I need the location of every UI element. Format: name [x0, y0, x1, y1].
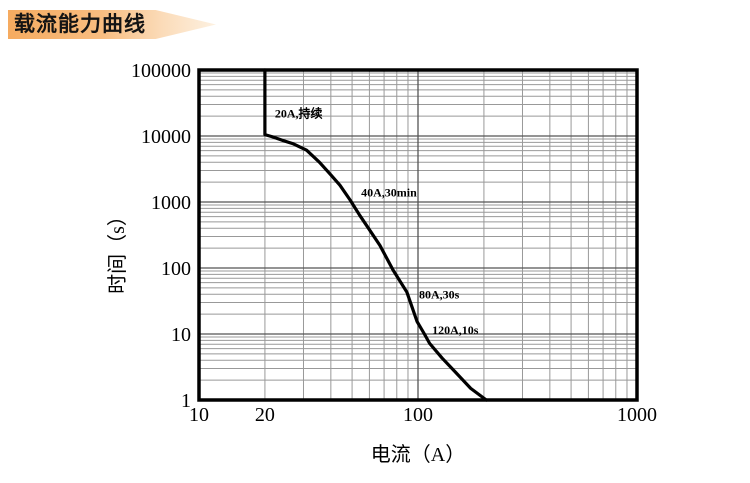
- y-tick-label: 100: [161, 258, 191, 280]
- x-tick-label: 1000: [617, 404, 657, 426]
- curve-annotation: 40A,30min: [361, 185, 417, 199]
- y-tick-label: 10000: [141, 126, 191, 148]
- curve-annotation: 20A,持续: [275, 105, 323, 120]
- capacity-curve: [263, 68, 488, 402]
- curve-annotation: 120A,10s: [432, 323, 479, 337]
- x-tick-label: 20: [255, 404, 275, 426]
- x-tick-label: 100: [403, 404, 433, 426]
- curve-annotation: 80A,30s: [419, 287, 460, 301]
- section-title: 载流能力曲线: [14, 12, 146, 36]
- x-axis-title: 电流（A）: [371, 443, 465, 466]
- y-axis-title: 时间（s）: [106, 206, 129, 294]
- y-tick-label: 1000: [151, 192, 191, 214]
- x-tick-label: 10: [189, 404, 209, 426]
- y-tick-label: 100000: [131, 60, 191, 82]
- y-tick-label: 10: [171, 324, 191, 346]
- plot-border: [197, 68, 639, 402]
- y-tick-label: 1: [181, 390, 191, 412]
